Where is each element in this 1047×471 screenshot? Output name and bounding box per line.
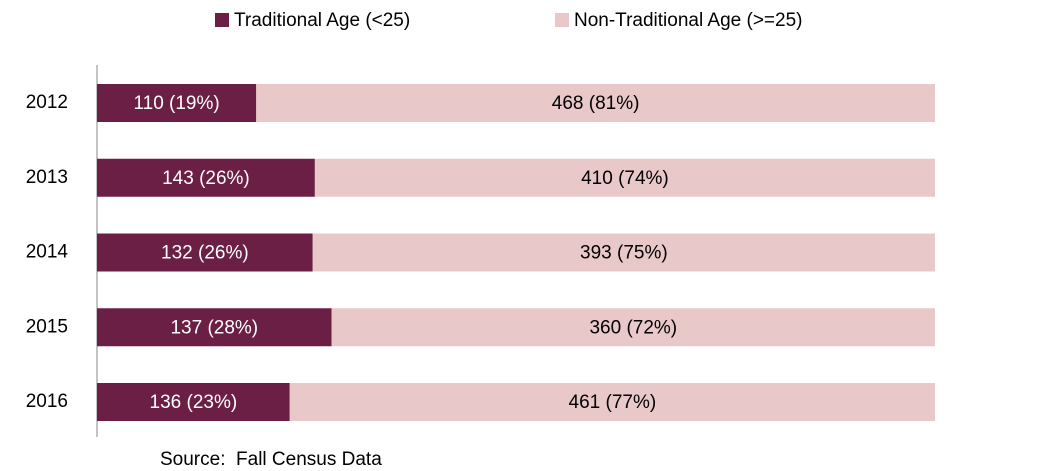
- data-label: 110 (19%): [133, 93, 219, 114]
- bar-segment: [331, 308, 935, 347]
- bar-segment: [312, 233, 935, 272]
- data-label: 360 (72%): [589, 317, 677, 338]
- y-tick-label: 2013: [26, 167, 68, 188]
- y-tick-label: 2016: [26, 391, 68, 412]
- data-label: 393 (75%): [580, 243, 668, 264]
- data-label: 468 (81%): [552, 93, 640, 114]
- data-label: 410 (74%): [581, 168, 669, 189]
- y-tick-label: 2012: [26, 92, 68, 113]
- bar-segment: [97, 308, 332, 347]
- legend-label: Traditional Age (<25): [234, 10, 410, 31]
- source-note: Source: Fall Census Data: [160, 449, 382, 470]
- y-tick-label: 2014: [26, 242, 69, 263]
- legend-label: Non-Traditional Age (>=25): [574, 10, 802, 31]
- data-label: 137 (28%): [170, 317, 258, 338]
- bar-segment: [97, 233, 313, 272]
- bar-segment: [97, 84, 257, 122]
- data-label: 461 (77%): [569, 392, 657, 413]
- bar-segment: [289, 383, 935, 421]
- data-label: 143 (26%): [162, 168, 250, 189]
- data-label: 136 (23%): [150, 392, 238, 413]
- bar-segment: [97, 383, 290, 421]
- legend-swatch: [215, 13, 229, 27]
- bar-segment: [97, 158, 315, 197]
- bar-segment: [256, 84, 936, 122]
- y-tick-label: 2015: [26, 316, 68, 337]
- data-label: 132 (26%): [161, 243, 249, 264]
- bar-segment: [314, 158, 935, 197]
- legend-swatch: [555, 13, 569, 27]
